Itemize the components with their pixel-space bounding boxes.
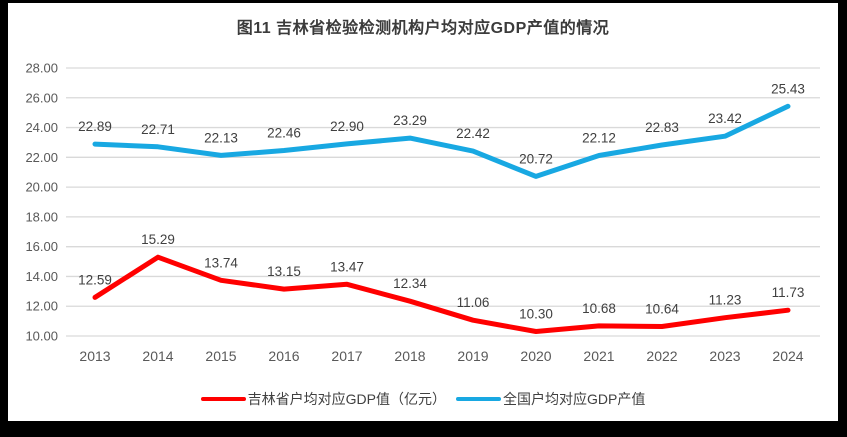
x-axis-tick-label: 2020 [520,348,551,364]
x-axis-tick-label: 2014 [142,348,173,364]
series-line-0 [92,254,791,334]
data-label-series-1: 25.43 [771,81,805,96]
x-axis-tick-label: 2016 [268,348,299,364]
x-axis-tick-label: 2023 [709,348,740,364]
data-label-series-1: 23.42 [708,111,742,126]
data-label-series-0: 13.74 [204,255,238,270]
data-label-series-0: 11.73 [772,285,805,300]
y-axis-tick-label: 22.00 [25,150,58,165]
data-label-series-0: 13.47 [330,259,364,274]
x-axis-tick-label: 2015 [205,348,236,364]
data-label-series-1: 22.90 [330,119,364,134]
data-label-series-0: 10.30 [519,307,553,322]
data-label-series-1: 22.46 [267,125,301,140]
data-label-series-1: 22.12 [582,131,616,146]
data-label-series-0: 12.34 [393,276,427,291]
data-label-series-0: 12.59 [78,272,112,287]
legend-label-national: 全国户均对应GDP产值 [503,391,646,407]
data-label-series-1: 23.29 [393,113,427,128]
legend-item-jilin: 吉林省户均对应GDP值（亿元） [200,389,446,409]
x-axis-tick-label: 2021 [583,348,614,364]
data-label-series-0: 13.15 [267,264,301,279]
x-axis-tick-label: 2018 [394,348,425,364]
legend-line-blue-icon [456,397,501,401]
data-label-series-0: 11.23 [709,293,742,308]
line-chart-plot-area: 10.00 12.00 14.00 16.00 18.00 20.00 22.00 24.00… [25,61,820,364]
y-axis-tick-label: 18.00 [25,209,58,224]
y-axis-tick-label: 28.00 [25,61,58,76]
data-label-series-0: 10.64 [645,301,679,316]
data-label-series-1: 22.71 [141,122,175,137]
y-axis-tick-label: 12.00 [25,299,58,314]
data-label-series-1: 20.72 [519,151,553,166]
data-label-series-1: 22.42 [456,126,490,141]
y-axis-tick-label: 10.00 [25,329,58,344]
data-label-series-1: 22.83 [645,120,679,135]
data-label-series-1: 22.89 [78,119,112,134]
x-axis-tick-label: 2013 [79,348,110,364]
y-axis-tick-label: 24.00 [25,120,58,135]
data-label-series-0: 11.06 [457,295,490,310]
y-axis-tick-label: 26.00 [25,90,58,105]
y-axis-tick-label: 20.00 [25,180,58,195]
y-axis-tick-label: 16.00 [25,239,58,254]
x-axis-tick-label: 2022 [646,348,677,364]
series-line-1 [92,103,791,179]
legend-item-national: 全国户均对应GDP产值 [456,389,645,409]
data-label-series-0: 15.29 [141,232,175,247]
legend-label-jilin: 吉林省户均对应GDP值（亿元） [247,391,446,407]
data-label-series-1: 22.13 [204,130,238,145]
x-axis-tick-label: 2024 [772,348,803,364]
x-axis-tick-label: 2017 [331,348,362,364]
x-axis-tick-label: 2019 [457,348,488,364]
chart-title: 图11 吉林省检验检测机构户均对应GDP产值的情况 [236,20,610,37]
data-label-series-0: 10.68 [582,301,616,316]
legend-line-red-icon [200,397,246,401]
y-axis-tick-label: 14.00 [25,269,58,284]
legend: 吉林省户均对应GDP值（亿元） 全国户均对应GDP产值 [8,389,838,409]
